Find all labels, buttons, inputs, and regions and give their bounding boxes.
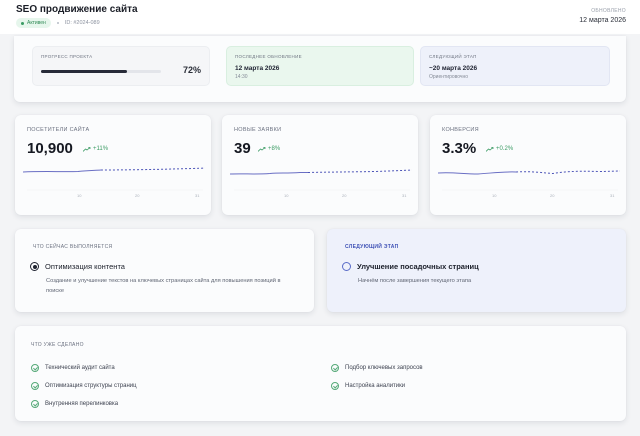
kpi-delta: +0.2% [486, 146, 513, 152]
list-item-label: Внутренняя перелинковка [45, 401, 119, 407]
kpi-label: ПОСЕТИТЕЛИ САЙТА [27, 127, 90, 133]
page-title: SEO продвижение сайта [16, 4, 138, 15]
project-id: ID: #2024-089 [64, 20, 100, 26]
completed-tasks-card: ЧТО УЖЕ СДЕЛАНО Технический аудит сайта … [15, 326, 626, 421]
list-item: Оптимизация структуры страниц [31, 377, 137, 395]
next-stage-date: ~20 марта 2026 [429, 65, 478, 72]
kpi-delta-value: +0.2% [496, 146, 514, 152]
kpi-card-conversion: КОНВЕРСИЯ 3.3% +0.2% 10 20 31 [430, 115, 626, 215]
kpi-value: 3.3% [442, 140, 477, 157]
kpi-delta-value: +8% [268, 146, 281, 152]
list-item: Внутренняя перелинковка [31, 395, 137, 413]
svg-text:20: 20 [135, 193, 140, 198]
overview-card: ПРОГРЕСС ПРОЕКТА 72% ПОСЛЕДНЕЕ ОБНОВЛЕНИ… [14, 36, 626, 102]
kpi-delta: +11% [83, 146, 108, 152]
updated-date: 12 марта 2026 [579, 17, 626, 24]
next-task: Улучшение посадочных страниц [342, 262, 479, 271]
current-task-title: Оптимизация контента [45, 262, 125, 271]
next-stage-card: СЛЕДУЮЩИЙ ЭТАП Улучшение посадочных стра… [327, 229, 626, 312]
trend-up-icon [83, 146, 91, 152]
current-task-description: Создание и улучшение текстов на ключевых… [46, 278, 281, 294]
svg-text:31: 31 [195, 193, 200, 198]
current-task: Оптимизация контента [30, 262, 125, 271]
updated-label: ОБНОВЛЕНО [591, 8, 626, 14]
kpi-card-visitors: ПОСЕТИТЕЛИ САЙТА 10,900 +11% 10 20 31 [15, 115, 211, 215]
section-label: ЧТО СЕЙЧАС ВЫПОЛНЯЕТСЯ [33, 244, 113, 250]
project-meta: Активен ID: #2024-089 [16, 18, 100, 28]
svg-text:20: 20 [550, 193, 555, 198]
list-item-label: Технический аудит сайта [45, 365, 115, 371]
progress-percent: 72% [182, 65, 201, 75]
trend-up-icon [486, 146, 494, 152]
last-update-time: 14:30 [235, 74, 248, 80]
next-stage-label: СЛЕДУЮЩИЙ ЭТАП [429, 54, 477, 59]
list-item-label: Подбор ключевых запросов [345, 365, 423, 371]
check-circle-icon [31, 382, 39, 390]
list-item: Подбор ключевых запросов [331, 359, 423, 377]
svg-text:20: 20 [342, 193, 347, 198]
kpi-delta: +8% [258, 146, 280, 152]
next-task-title: Улучшение посадочных страниц [357, 262, 479, 271]
in-progress-radio-icon [30, 262, 39, 271]
kpi-sparkline-chart: 10 20 31 [23, 167, 205, 198]
section-label: СЛЕДУЮЩИЙ ЭТАП [345, 244, 399, 250]
list-item-label: Оптимизация структуры страниц [45, 383, 137, 389]
kpi-value: 39 [234, 140, 251, 157]
pending-radio-icon [342, 262, 351, 271]
check-circle-icon [31, 400, 39, 408]
check-circle-icon [331, 364, 339, 372]
svg-text:31: 31 [402, 193, 407, 198]
completed-list-right: Подбор ключевых запросов Настройка анали… [331, 359, 423, 395]
status-badge: Активен [16, 18, 51, 28]
kpi-sparkline-chart: 10 20 31 [230, 169, 412, 198]
updated-info: ОБНОВЛЕНО 12 марта 2026 [579, 8, 626, 24]
next-stage-note: Ориентировочно [429, 74, 469, 80]
check-circle-icon [331, 382, 339, 390]
list-item-label: Настройка аналитики [345, 383, 406, 389]
kpi-label: КОНВЕРСИЯ [442, 127, 479, 133]
progress-bar [41, 70, 161, 73]
kpi-label: НОВЫЕ ЗАЯВКИ [234, 127, 282, 133]
last-update-label: ПОСЛЕДНЕЕ ОБНОВЛЕНИЕ [235, 54, 302, 59]
last-update-date: 12 марта 2026 [235, 65, 280, 72]
svg-text:10: 10 [492, 193, 497, 198]
current-task-card: ЧТО СЕЙЧАС ВЫПОЛНЯЕТСЯ Оптимизация конте… [15, 229, 314, 312]
progress-label: ПРОГРЕСС ПРОЕКТА [41, 54, 93, 59]
list-item: Технический аудит сайта [31, 359, 137, 377]
progress-bar-fill [41, 70, 128, 73]
kpi-card-leads: НОВЫЕ ЗАЯВКИ 39 +8% 10 20 31 [222, 115, 418, 215]
next-stage-tile: СЛЕДУЮЩИЙ ЭТАП ~20 марта 2026 Ориентиров… [420, 46, 610, 86]
svg-text:10: 10 [284, 193, 289, 198]
status-dot-icon [21, 21, 24, 25]
section-label: ЧТО УЖЕ СДЕЛАНО [31, 342, 84, 348]
last-update-tile: ПОСЛЕДНЕЕ ОБНОВЛЕНИЕ 12 марта 2026 14:30 [226, 46, 414, 86]
status-badge-label: Активен [27, 20, 46, 26]
separator-dot-icon [56, 22, 59, 24]
kpi-value: 10,900 [27, 140, 73, 157]
page-header: SEO продвижение сайта Активен ID: #2024-… [0, 0, 640, 34]
list-item: Настройка аналитики [331, 377, 423, 395]
completed-list-left: Технический аудит сайта Оптимизация стру… [31, 359, 137, 413]
next-task-description: Начнём после завершения текущего этапа [358, 278, 472, 284]
trend-up-icon [258, 146, 266, 152]
check-circle-icon [31, 364, 39, 372]
kpi-delta-value: +11% [93, 146, 109, 152]
svg-text:10: 10 [77, 193, 82, 198]
kpi-sparkline-chart: 10 20 31 [438, 170, 620, 198]
svg-text:31: 31 [610, 193, 615, 198]
project-progress-tile: ПРОГРЕСС ПРОЕКТА 72% [32, 46, 210, 86]
